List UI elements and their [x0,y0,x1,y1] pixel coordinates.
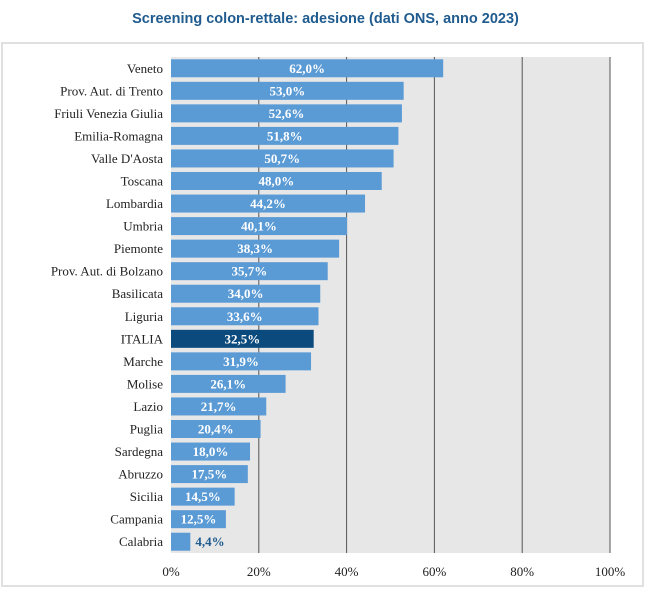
data-label: 38,3% [237,241,273,256]
x-tick-label: 0% [162,564,180,579]
category-label: Calabria [119,534,163,549]
category-label: Prov. Aut. di Bolzano [51,264,163,279]
category-label: Piemonte [114,241,163,256]
data-label: 40,1% [241,219,277,234]
bar [171,397,267,416]
bar [171,262,328,281]
category-label: Puglia [130,422,163,437]
data-label: 32,5% [224,331,260,346]
category-label: Lazio [133,399,163,414]
category-label: Prov. Aut. di Trento [60,83,163,98]
category-label: Sicilia [130,489,163,504]
bar [171,329,314,348]
data-label: 4,4% [195,534,224,549]
bar [171,510,226,529]
category-label: Emilia-Romagna [74,128,163,143]
data-label: 34,0% [228,286,264,301]
category-label: Liguria [125,309,163,324]
category-label: Molise [127,376,163,391]
bar [171,194,366,213]
bar [171,284,321,303]
x-tick-label: 60% [422,564,446,579]
bar [171,352,312,371]
data-label: 12,5% [181,512,217,527]
category-label: Marche [123,354,163,369]
data-label: 48,0% [258,174,294,189]
bar [171,149,394,168]
bar [171,442,251,461]
category-label: Valle D'Aosta [91,151,163,166]
data-label: 33,6% [227,309,263,324]
data-label: 62,0% [289,61,325,76]
data-label: 53,0% [269,83,305,98]
bar [171,239,340,258]
category-label: ITALIA [121,331,164,346]
category-label: Lombardia [106,196,163,211]
x-tick-label: 40% [335,564,359,579]
data-label: 31,9% [223,354,259,369]
bar [171,59,444,78]
category-label: Umbria [123,219,163,234]
data-label: 20,4% [198,422,234,437]
bar [171,307,319,326]
chart-title: Screening colon-rettale: adesione (dati … [132,11,519,27]
bar [171,487,235,506]
data-label: 50,7% [264,151,300,166]
x-tick-label: 100% [595,564,626,579]
x-tick-label: 20% [247,564,271,579]
data-label: 51,8% [267,128,303,143]
category-label: Toscana [121,174,164,189]
category-label: Veneto [127,61,163,76]
category-label: Friuli Venezia Giulia [54,106,163,121]
category-label: Abruzzo [118,467,163,482]
category-label: Campania [110,512,163,527]
bar [171,420,261,438]
category-label: Sardegna [115,444,164,459]
data-label: 18,0% [193,444,229,459]
chart-frame [1,42,644,587]
x-tick-label: 80% [510,564,534,579]
data-label: 21,7% [201,399,237,414]
bar [171,374,286,393]
bar [171,465,248,484]
bar [171,172,382,190]
bar [171,104,402,123]
data-label: 14,5% [185,489,221,504]
bar [171,81,404,100]
bar [171,532,191,551]
data-label: 26,1% [210,376,246,391]
bar [171,126,399,145]
data-label: 52,6% [269,106,305,121]
data-label: 44,2% [250,196,286,211]
bar [171,217,348,236]
data-label: 35,7% [231,264,267,279]
data-label: 17,5% [192,467,228,482]
category-label: Basilicata [112,286,163,301]
